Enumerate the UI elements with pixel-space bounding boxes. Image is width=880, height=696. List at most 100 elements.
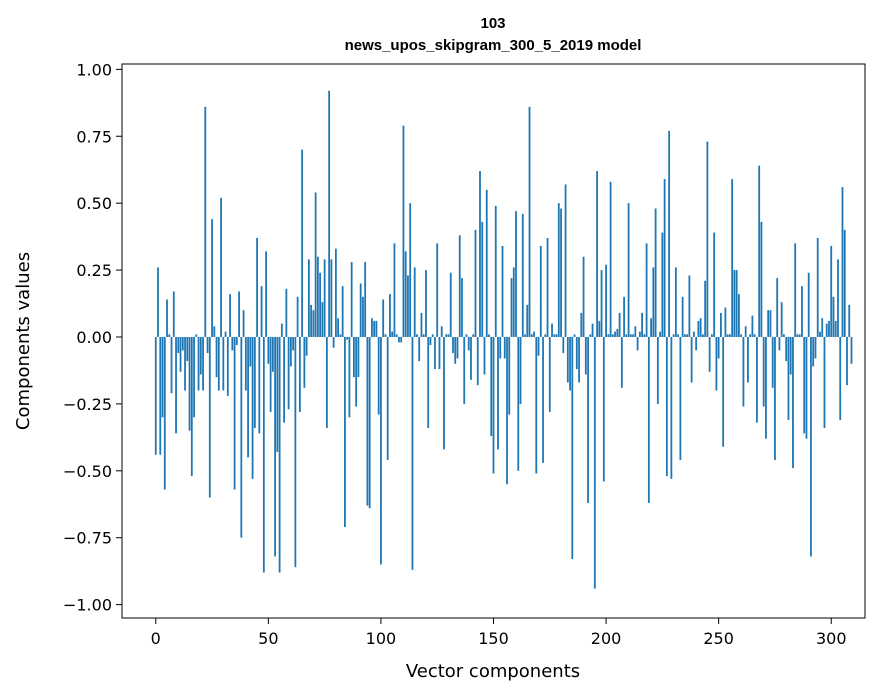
y-tick-label: 0.50 <box>76 194 112 213</box>
bar <box>695 336 698 351</box>
bar <box>312 310 315 337</box>
bar <box>688 275 691 337</box>
bar <box>422 334 425 337</box>
bar <box>319 272 322 337</box>
bar <box>828 320 830 337</box>
bar <box>353 336 355 378</box>
bar <box>461 278 463 337</box>
bar <box>197 336 200 391</box>
bar <box>449 272 452 337</box>
x-axis-label: Vector components <box>406 661 580 682</box>
chart-title: 103 <box>480 15 505 32</box>
bar <box>722 336 725 447</box>
bar <box>794 243 797 337</box>
bar <box>193 336 195 418</box>
bar <box>267 336 270 364</box>
bar <box>765 336 767 439</box>
bar <box>465 334 468 337</box>
bar <box>298 336 301 412</box>
bar <box>366 336 369 506</box>
bar <box>553 334 556 337</box>
bar <box>774 336 776 461</box>
bar <box>490 336 493 437</box>
bar <box>706 141 709 337</box>
bar <box>472 334 475 337</box>
bar <box>427 336 430 428</box>
bar <box>157 267 159 337</box>
bar <box>301 149 304 337</box>
bar <box>479 171 481 337</box>
bar <box>571 336 574 560</box>
bar <box>569 336 571 391</box>
bar <box>382 299 385 337</box>
bar <box>483 336 486 375</box>
bar <box>652 267 655 337</box>
bar <box>555 334 558 337</box>
bar <box>771 336 774 388</box>
bar <box>848 304 851 337</box>
bar <box>810 336 812 557</box>
bar <box>474 229 477 337</box>
bar <box>371 318 373 337</box>
bar <box>544 334 547 337</box>
bar <box>393 243 396 337</box>
bar <box>542 336 544 463</box>
bar <box>271 336 274 372</box>
bar <box>328 90 331 337</box>
bar <box>476 336 479 386</box>
bar <box>355 336 358 407</box>
bar <box>605 264 607 337</box>
bar <box>762 336 765 407</box>
bar <box>359 283 362 337</box>
bar <box>677 334 680 337</box>
bar <box>846 336 848 386</box>
bar <box>265 251 267 337</box>
bar <box>316 256 319 337</box>
bar <box>582 256 585 337</box>
bar <box>796 334 799 337</box>
bar <box>463 336 466 404</box>
bar <box>821 318 824 337</box>
bar <box>175 336 177 434</box>
bar <box>647 336 650 503</box>
bar <box>429 336 432 346</box>
bar <box>530 334 533 337</box>
bar <box>668 130 671 337</box>
bar <box>512 267 515 337</box>
bar <box>357 336 360 378</box>
bar <box>314 192 317 337</box>
bar <box>751 315 754 337</box>
bar <box>744 326 747 337</box>
bar <box>638 331 641 337</box>
bar <box>627 203 630 337</box>
bar <box>720 312 722 337</box>
bar <box>792 336 794 469</box>
bar <box>233 336 236 490</box>
y-tick-label: 0.75 <box>76 127 112 146</box>
bar <box>229 294 231 337</box>
bar <box>704 280 707 337</box>
y-tick-label: −0.75 <box>63 529 112 548</box>
bar <box>292 336 295 351</box>
bar <box>533 331 535 337</box>
bar <box>841 187 844 337</box>
bar <box>303 336 306 388</box>
bar <box>350 262 353 337</box>
bar <box>409 203 412 337</box>
bar <box>816 237 819 337</box>
bar <box>307 259 310 337</box>
bar <box>607 334 610 337</box>
bar <box>501 245 504 337</box>
bar <box>654 208 657 337</box>
bar <box>391 331 394 337</box>
bar <box>373 320 376 337</box>
bar <box>375 320 378 337</box>
bar <box>564 184 567 337</box>
bar <box>332 336 335 348</box>
bar <box>546 237 549 337</box>
bar <box>726 334 729 337</box>
bar <box>384 334 387 337</box>
bar <box>211 219 213 337</box>
bar <box>253 336 256 428</box>
bar <box>334 248 337 337</box>
